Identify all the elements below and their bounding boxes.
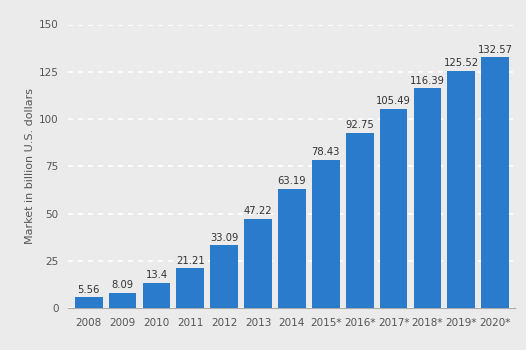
- Y-axis label: Market in billion U.S. dollars: Market in billion U.S. dollars: [25, 88, 35, 244]
- Bar: [448, 71, 475, 308]
- Text: 105.49: 105.49: [376, 96, 411, 106]
- Text: 33.09: 33.09: [210, 233, 238, 243]
- Text: 92.75: 92.75: [345, 120, 374, 131]
- Text: 63.19: 63.19: [278, 176, 306, 186]
- Text: 125.52: 125.52: [444, 58, 479, 69]
- Bar: [346, 133, 373, 308]
- Text: 132.57: 132.57: [478, 45, 513, 55]
- Bar: [481, 57, 509, 308]
- Text: 8.09: 8.09: [112, 280, 134, 290]
- Bar: [75, 298, 103, 308]
- Bar: [143, 283, 170, 308]
- Bar: [278, 189, 306, 308]
- Text: 13.4: 13.4: [145, 271, 167, 280]
- Bar: [109, 293, 136, 308]
- Text: 47.22: 47.22: [244, 206, 272, 217]
- Bar: [210, 245, 238, 308]
- Text: 5.56: 5.56: [77, 285, 100, 295]
- Bar: [413, 88, 441, 308]
- Bar: [176, 268, 204, 308]
- Text: 21.21: 21.21: [176, 256, 205, 266]
- Bar: [312, 160, 340, 308]
- Text: 116.39: 116.39: [410, 76, 445, 86]
- Text: 78.43: 78.43: [311, 147, 340, 158]
- Bar: [380, 108, 408, 308]
- Bar: [244, 219, 272, 308]
